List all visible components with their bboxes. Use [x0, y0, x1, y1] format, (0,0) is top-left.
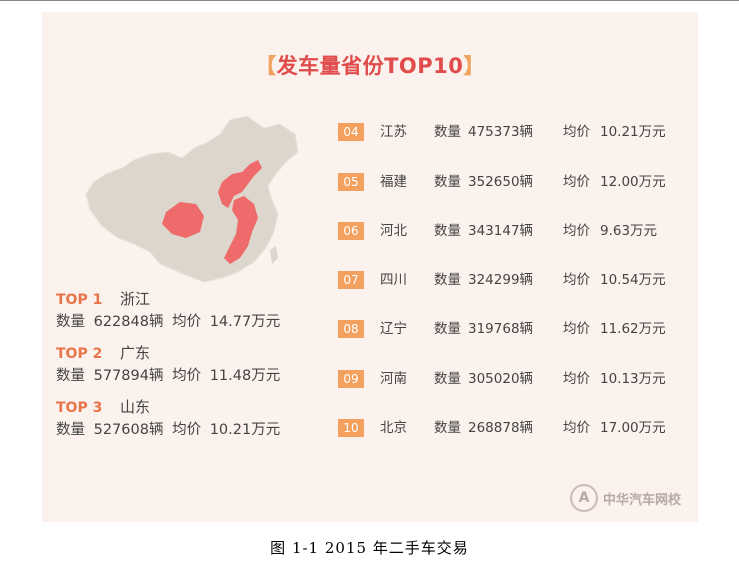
top-1-price-label: 均价 [172, 314, 202, 330]
china-map-taiwan [270, 246, 278, 264]
top-1-block: TOP 1 浙江 数量 622848辆 均价 14.77万元 [56, 288, 284, 334]
rank-row-05: 05 福建 数量 352650辆 均价 12.00万元 [338, 172, 688, 192]
rank-price: 11.62万元 [600, 321, 666, 337]
rank-count-label: 数量 [434, 321, 461, 337]
top-1-price: 14.77万元 [209, 314, 281, 330]
rank-count-label: 数量 [434, 272, 461, 288]
rank-province: 江苏 [380, 124, 407, 140]
figure-caption: 图 1-1 2015 年二手车交易 [270, 539, 469, 557]
rank-province: 辽宁 [380, 321, 407, 337]
top-1-rank: TOP 1 [56, 292, 103, 308]
map-highlight-north [218, 160, 262, 208]
rank-count: 343147辆 [468, 223, 534, 239]
top-1-province: 浙江 [120, 290, 151, 308]
rank-province: 福建 [380, 174, 407, 190]
rank-province: 河北 [380, 223, 407, 239]
rank-badge: 10 [338, 419, 364, 437]
top-2-province: 广东 [120, 344, 151, 362]
rank-price: 10.13万元 [600, 371, 666, 387]
rank-count-label: 数量 [434, 371, 461, 387]
rank-price: 9.63万元 [600, 223, 658, 239]
rank-badge: 07 [338, 271, 364, 289]
rank-price: 17.00万元 [600, 420, 666, 436]
top-2-count: 577894辆 [93, 368, 164, 384]
rank-row-09: 09 河南 数量 305020辆 均价 10.13万元 [338, 369, 688, 389]
rank-price-label: 均价 [563, 420, 590, 436]
rank-badge: 05 [338, 173, 364, 191]
top-2-count-label: 数量 [56, 368, 85, 384]
map-highlight-sichuan [162, 202, 204, 238]
rank-province: 四川 [380, 272, 407, 288]
rank-badge: 08 [338, 320, 364, 338]
rank-price-label: 均价 [563, 174, 590, 190]
top-2-rank: TOP 2 [56, 346, 103, 362]
rank-count: 305020辆 [468, 371, 534, 387]
top-3-count-label: 数量 [56, 422, 85, 438]
logo-mark-icon: A [570, 484, 598, 512]
rank-badge: 04 [338, 123, 364, 141]
top-1-count-label: 数量 [56, 314, 85, 330]
china-map-land [85, 115, 299, 283]
rank-price-label: 均价 [563, 223, 590, 239]
rank-row-10: 10 北京 数量 268878辆 均价 17.00万元 [338, 418, 688, 438]
rank-count-label: 数量 [434, 124, 461, 140]
rank-row-07: 07 四川 数量 324299辆 均价 10.54万元 [338, 270, 688, 290]
top-3-price-label: 均价 [172, 422, 202, 438]
top-2-price: 11.48万元 [209, 368, 281, 384]
rank-badge: 09 [338, 370, 364, 388]
top-3-block: TOP 3 山东 数量 527608辆 均价 10.21万元 [56, 396, 284, 442]
rank-count: 324299辆 [468, 272, 534, 288]
rank-count: 268878辆 [468, 420, 534, 436]
top-3-count: 527608辆 [93, 422, 164, 438]
china-map-icon [85, 115, 299, 283]
rank-row-08: 08 辽宁 数量 319768辆 均价 11.62万元 [338, 319, 688, 339]
top-2-block: TOP 2 广东 数量 577894辆 均价 11.48万元 [56, 342, 284, 388]
logo-text: 中华汽车网校 [603, 493, 682, 508]
watermark-logo: A 中华汽车网校 [570, 484, 698, 514]
rank-price-label: 均价 [563, 272, 590, 288]
title-bracket-right: 】 [463, 54, 485, 78]
top-2-price-label: 均价 [172, 368, 202, 384]
page-top-rule [0, 0, 739, 1]
rank-count: 475373辆 [468, 124, 534, 140]
title-text: 发车量省份TOP10 [276, 54, 464, 78]
rank-price: 10.54万元 [600, 272, 666, 288]
rank-price: 10.21万元 [600, 124, 666, 140]
rank-price: 12.00万元 [600, 174, 666, 190]
rank-count-label: 数量 [434, 174, 461, 190]
rank-price-label: 均价 [563, 371, 590, 387]
infographic-figure: 【发车量省份TOP10】 TOP 1 浙江 数量 622848辆 均价 14.77… [42, 12, 698, 522]
top-1-count: 622848辆 [93, 314, 164, 330]
rank-count-label: 数量 [434, 223, 461, 239]
rank-count: 319768辆 [468, 321, 534, 337]
rank-row-06: 06 河北 数量 343147辆 均价 9.63万元 [338, 221, 688, 241]
top-3-province: 山东 [120, 398, 151, 416]
rank-count-label: 数量 [434, 420, 461, 436]
rank-price-label: 均价 [563, 321, 590, 337]
rank-province: 北京 [380, 420, 407, 436]
rank-province: 河南 [380, 371, 407, 387]
rank-row-04: 04 江苏 数量 475373辆 均价 10.21万元 [338, 122, 688, 142]
infographic-title: 【发车量省份TOP10】 [42, 48, 698, 84]
top-3-price: 10.21万元 [209, 422, 281, 438]
rank-badge: 06 [338, 222, 364, 240]
rank-count: 352650辆 [468, 174, 534, 190]
rank-price-label: 均价 [563, 124, 590, 140]
top-3-rank: TOP 3 [56, 400, 103, 416]
title-bracket-left: 【 [255, 54, 277, 78]
map-highlight-east-coast [224, 196, 258, 264]
